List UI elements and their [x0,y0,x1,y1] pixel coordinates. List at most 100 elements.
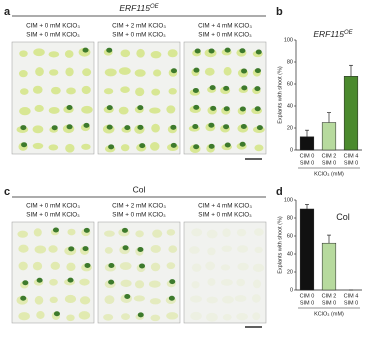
explant [18,261,28,271]
shoot [239,141,246,147]
shoot [66,104,73,110]
explant [120,279,132,287]
shoot [193,144,200,150]
photo [97,41,181,155]
shoot [209,85,216,91]
explant [78,311,91,320]
explant [220,264,231,271]
y-tick-label: 80 [287,215,293,221]
panel-label: c [4,186,10,198]
y-tick-label: 40 [287,103,293,109]
photo [11,41,95,155]
explant [166,105,176,114]
explant [133,295,145,302]
explant [34,295,44,305]
explant [151,123,160,133]
x-tick-label: CIM 2 [322,293,337,299]
shoot [67,277,74,283]
explant [66,87,76,95]
shoot [254,68,261,74]
image-caption: CIM + 4 mM KClO₃ [198,203,252,210]
shoot [223,124,230,130]
image-caption: SIM + 0 mM KClO₃ [112,212,166,219]
explant [49,296,58,304]
explant [120,86,130,93]
x-tick-label: SIM 0 [344,300,358,306]
explant [150,142,160,151]
shoot [208,48,215,54]
panel-label: b [276,6,283,18]
explant [66,262,76,272]
shoot [239,106,246,112]
x-tick-label: SIM 0 [300,160,314,166]
chart-title: ERF115OE [313,29,353,39]
explant [18,244,29,253]
image-caption: SIM + 0 mM KClO₃ [112,32,166,39]
bar [299,136,315,151]
shoot [137,124,144,130]
y-tick-label: 60 [287,81,293,87]
explant [135,230,144,238]
shoot [139,143,146,149]
image-caption: SIM + 0 mM KClO₃ [26,32,80,39]
explant [204,67,215,76]
explant [252,279,262,289]
explant [135,87,145,97]
shoot [106,47,113,53]
shoot [193,67,200,73]
shoot [256,125,263,131]
x-tick-label: SIM 0 [300,300,314,306]
shoot [223,106,230,112]
explant [50,261,60,270]
explant [236,278,246,287]
image-caption: SIM + 0 mM KClO₃ [26,212,80,219]
explant [32,261,43,271]
explant [191,228,203,237]
explant [168,245,178,253]
y-tick-label: 20 [287,269,293,275]
image-caption: CIM + 2 mM KClO₃ [112,23,166,30]
y-tick-label: 60 [287,233,293,239]
shoot [108,262,115,268]
image-caption: CIM + 0 mM KClO₃ [26,203,80,210]
photo [11,221,95,324]
shoot [82,47,89,53]
image-caption: CIM + 2 mM KClO₃ [112,203,166,210]
x-tick-label: SIM 0 [322,160,336,166]
chart-title-text: ERF115 [313,29,344,39]
explant [190,295,202,303]
explant [19,107,31,116]
explant [33,228,42,237]
photo [97,221,181,324]
shoot [52,227,59,233]
shoot [254,106,261,112]
x-tick-label: SIM 0 [344,160,358,166]
explant [36,311,45,319]
explant [221,245,233,252]
y-tick-label: 80 [287,59,293,65]
explant [64,50,74,58]
bar [321,122,337,151]
shoot [66,124,73,130]
explant [49,69,59,76]
explant [79,296,91,305]
explant [104,295,115,305]
shoot [241,85,248,91]
explant [66,314,75,322]
y-tick-label: 100 [284,37,293,43]
y-tick-label: 40 [287,251,293,257]
explant [79,278,90,286]
explant [18,312,30,321]
shoot [121,227,128,233]
explant [252,312,261,321]
image-caption: SIM + 0 mM KClO₃ [198,32,252,39]
explant [236,228,247,237]
shoot [124,294,131,300]
explant [254,144,264,152]
explant [32,142,44,150]
explant [252,263,265,273]
explant [150,244,161,253]
explant [65,143,75,153]
explant [103,313,114,321]
